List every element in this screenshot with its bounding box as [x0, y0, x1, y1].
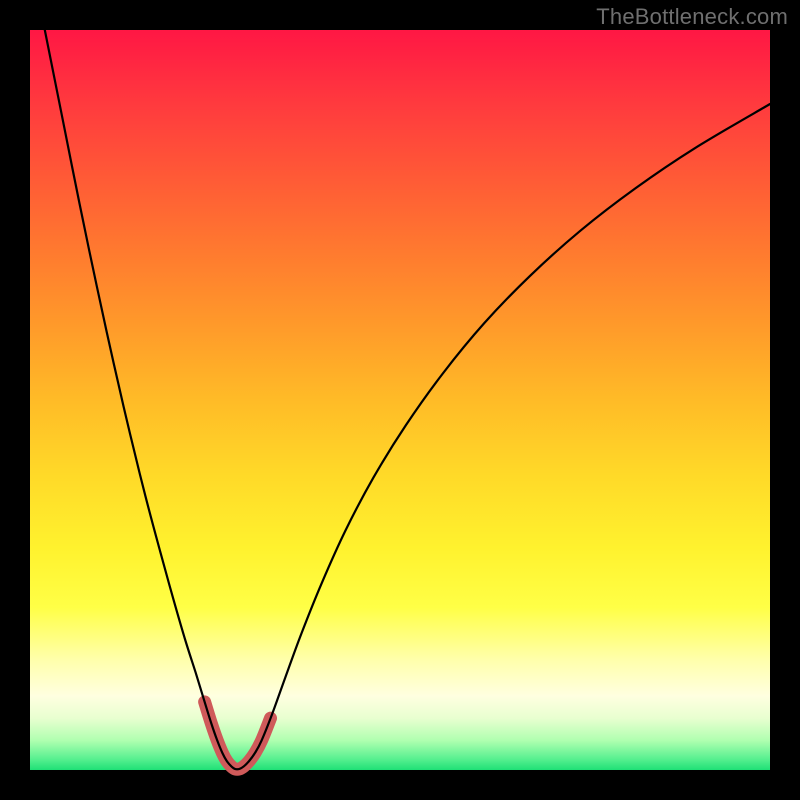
chart-container: TheBottleneck.com — [0, 0, 800, 800]
chart-svg — [0, 0, 800, 800]
plot-area — [30, 30, 770, 770]
watermark-text: TheBottleneck.com — [596, 4, 788, 30]
